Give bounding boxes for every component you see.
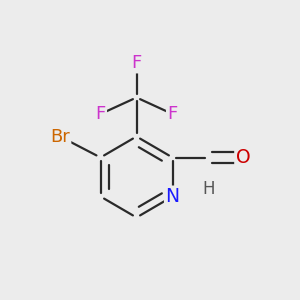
Text: H: H (202, 180, 215, 198)
Text: Br: Br (50, 128, 70, 146)
Text: F: F (95, 105, 106, 123)
Text: O: O (236, 148, 250, 167)
Text: F: F (167, 105, 178, 123)
Text: N: N (165, 187, 180, 206)
Text: F: F (131, 54, 142, 72)
